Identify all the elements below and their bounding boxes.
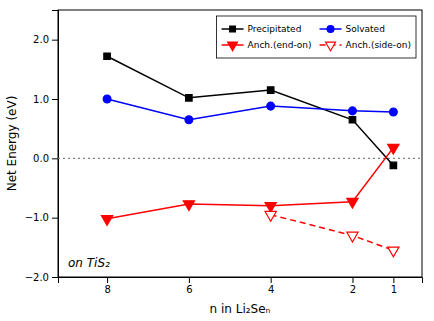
data-point (265, 211, 276, 221)
tick: 1 (391, 277, 397, 295)
legend: Precipitated Solvated Anch.(end-on) Anch.(s… (217, 16, 416, 58)
axis-domain (59, 278, 423, 284)
reference-line (58, 158, 422, 159)
legend-marker (325, 42, 335, 51)
tick-label: 2.0 (33, 34, 49, 45)
plot-area (58, 53, 422, 257)
tick-label: 0.0 (33, 153, 49, 164)
legend-marker (230, 26, 236, 32)
data-point (101, 216, 112, 226)
tick-mark (189, 277, 190, 283)
legend-marker (228, 42, 238, 51)
tick-mark (107, 277, 108, 283)
data-point (103, 95, 111, 103)
legend-box (217, 16, 416, 58)
tick: 2.0 (33, 34, 58, 45)
tick: 6 (186, 277, 192, 295)
data-point (388, 144, 399, 154)
legend-marker (327, 26, 334, 33)
tick: 8 (104, 277, 110, 295)
tick-label: 1.0 (33, 94, 49, 105)
data-point (390, 162, 396, 168)
tick-label: −1.0 (25, 212, 49, 223)
legend-label: Solvated (346, 24, 385, 34)
data-point (104, 53, 110, 59)
tick-mark (52, 218, 58, 219)
tick-mark (52, 99, 58, 100)
series-line (107, 56, 393, 165)
tick: 4 (268, 277, 274, 295)
data-point (347, 198, 358, 208)
tick-mark (393, 277, 394, 283)
axis-domain (52, 11, 59, 278)
y-axis-title: Net Energy (eV) (5, 96, 19, 192)
tick: −1.0 (25, 212, 58, 223)
data-point (265, 203, 276, 213)
tick: 2 (350, 277, 356, 295)
data-point (347, 232, 358, 242)
x-axis: 8 6 4 2 1 (59, 277, 423, 295)
data-point (388, 247, 399, 257)
tick-label: 8 (104, 284, 110, 295)
series-line (271, 215, 394, 251)
tick-label: 6 (186, 284, 192, 295)
y-axis: −2.0 −1.0 0.0 1.0 2.0 (25, 11, 59, 283)
tick-mark (352, 277, 353, 283)
plot-frame (58, 10, 422, 277)
tick: −2.0 (25, 272, 58, 283)
legend-item: Solvated (320, 24, 385, 34)
tick-label: −2.0 (25, 272, 49, 283)
data-point (349, 117, 355, 123)
legend-label: Anch.(end-on) (248, 40, 312, 50)
data-point (389, 108, 397, 116)
tick: 1.0 (33, 94, 58, 105)
legend-label: Precipitated (248, 24, 302, 34)
legend-item: Anch.(side-on) (320, 40, 411, 51)
data-point (183, 201, 194, 211)
tick-mark (271, 277, 272, 283)
data-point (267, 87, 273, 93)
chart: 8 6 4 2 1 −2.0 −1.0 0.0 1.0 2.0 n in Li₂Seₙ Net Ene… (0, 0, 434, 321)
data-point (267, 102, 275, 110)
tick-mark (52, 158, 58, 159)
tick: 0.0 (33, 153, 58, 164)
x-axis-title: n in Li₂Seₙ (210, 302, 271, 316)
legend-label: Anch.(side-on) (346, 40, 411, 50)
tick-label: 1 (391, 284, 397, 295)
data-point (185, 116, 193, 124)
legend-item: Precipitated (222, 24, 302, 34)
tick-mark (52, 277, 58, 278)
series-line (107, 148, 393, 219)
annotation: on TiS₂ (68, 256, 110, 270)
tick-mark (52, 40, 58, 41)
data-point (349, 107, 357, 115)
legend-item: Anch.(end-on) (222, 40, 312, 51)
tick-label: 4 (268, 284, 274, 295)
data-point (186, 95, 192, 101)
tick-label: 2 (350, 284, 356, 295)
